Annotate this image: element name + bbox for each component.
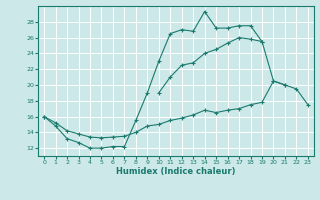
X-axis label: Humidex (Indice chaleur): Humidex (Indice chaleur) [116,167,236,176]
